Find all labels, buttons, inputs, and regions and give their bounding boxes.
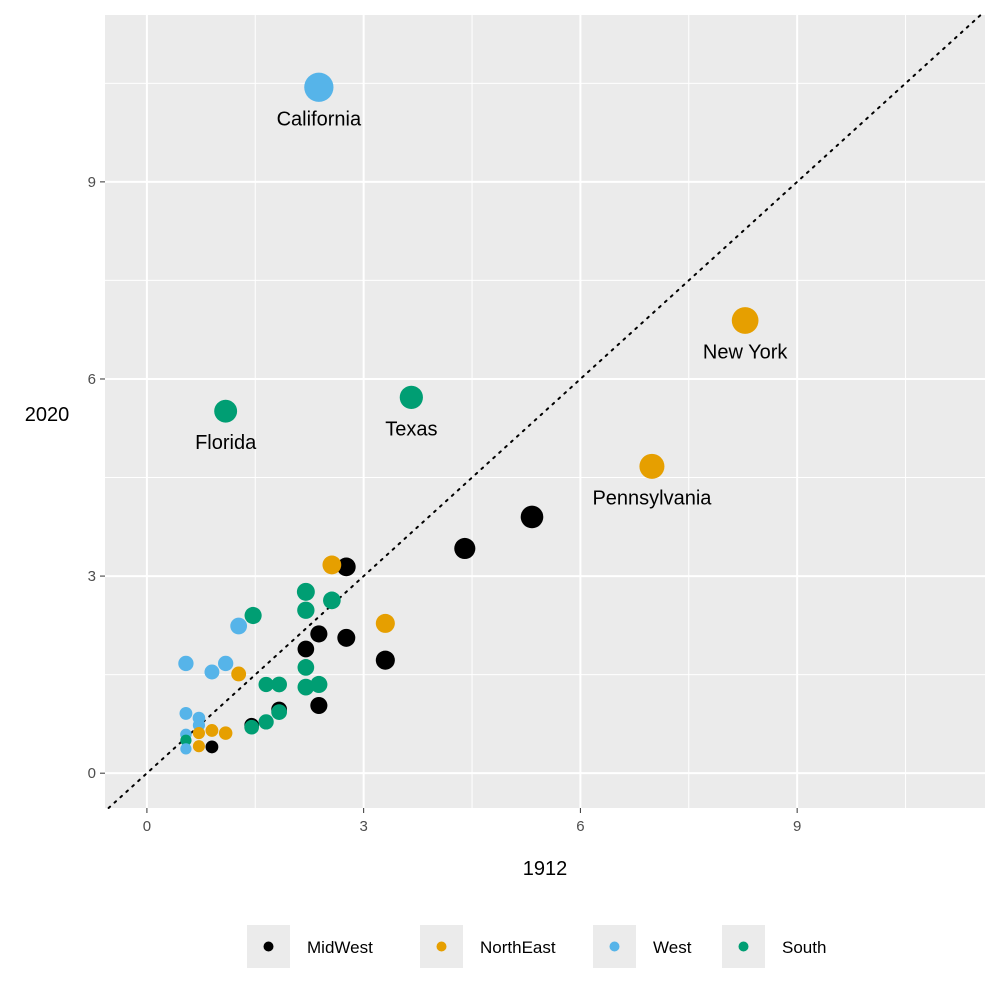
point-northeast: [731, 307, 759, 334]
point-northeast: [231, 666, 247, 682]
point-northeast: [218, 726, 233, 740]
point-south: [180, 734, 192, 746]
point-midwest: [310, 625, 328, 643]
legend-label: NorthEast: [480, 938, 556, 957]
point-midwest: [310, 696, 328, 715]
y-axis-title: 2020: [25, 404, 70, 426]
point-northeast: [322, 555, 342, 575]
point-south: [214, 399, 238, 423]
point-midwest: [337, 628, 356, 647]
point-northeast: [192, 727, 205, 740]
point-northeast: [639, 453, 665, 479]
point-northeast: [375, 613, 395, 633]
point-midwest: [297, 640, 315, 658]
point-south: [244, 719, 260, 735]
x-axis-ticks: 0 3 6 9: [143, 808, 801, 835]
legend-label: MidWest: [307, 938, 373, 957]
point-west: [218, 655, 234, 672]
legend-dot-west: [609, 941, 620, 952]
plot-panel: [105, 15, 985, 808]
gridlines: [105, 15, 985, 808]
point-south: [244, 606, 262, 625]
x-axis-title: 1912: [523, 858, 568, 880]
point-west: [204, 664, 220, 680]
legend-dot-midwest: [263, 941, 274, 952]
point-northeast: [205, 724, 219, 737]
point-west: [230, 617, 248, 635]
point-labels: California Texas Florida New York Pennsylvan…: [195, 108, 788, 509]
point-south: [258, 676, 274, 693]
point-south: [297, 659, 315, 676]
point-west: [178, 655, 194, 672]
points-layer: [178, 72, 759, 755]
point-northeast: [192, 740, 205, 753]
point-south: [399, 385, 423, 409]
point-label: Texas: [385, 418, 437, 440]
point-south: [323, 591, 341, 610]
point-midwest: [205, 740, 219, 754]
legend-label: South: [782, 938, 826, 957]
x-tick-label: 9: [793, 818, 801, 835]
point-midwest: [375, 650, 395, 670]
y-axis-ticks: 0 3 6 9: [88, 174, 105, 782]
legend-dot-northeast: [436, 941, 447, 952]
point-midwest: [520, 505, 544, 529]
point-label: Florida: [195, 432, 257, 454]
point-label: California: [277, 108, 362, 130]
point-west: [180, 743, 192, 755]
point-south: [297, 601, 315, 619]
point-south: [271, 704, 287, 720]
x-tick-label: 3: [359, 818, 367, 835]
point-south: [296, 582, 315, 601]
y-tick-label: 3: [88, 568, 96, 585]
legend-dot-south: [738, 941, 749, 952]
x-tick-label: 0: [143, 818, 151, 835]
point-south: [258, 714, 274, 730]
point-west: [304, 72, 334, 102]
legend: MidWest NorthEast West South: [247, 925, 826, 968]
point-midwest: [454, 537, 476, 560]
point-west: [179, 706, 193, 720]
point-south: [271, 676, 287, 693]
point-south: [310, 675, 328, 694]
y-tick-label: 0: [88, 765, 96, 782]
point-south: [297, 678, 315, 696]
legend-label: West: [653, 938, 692, 957]
x-tick-label: 6: [576, 818, 584, 835]
point-label: Pennsylvania: [592, 487, 712, 509]
y-tick-label: 6: [88, 371, 96, 388]
point-label: New York: [703, 342, 788, 364]
y-tick-label: 9: [88, 174, 96, 191]
point-midwest: [336, 557, 356, 577]
